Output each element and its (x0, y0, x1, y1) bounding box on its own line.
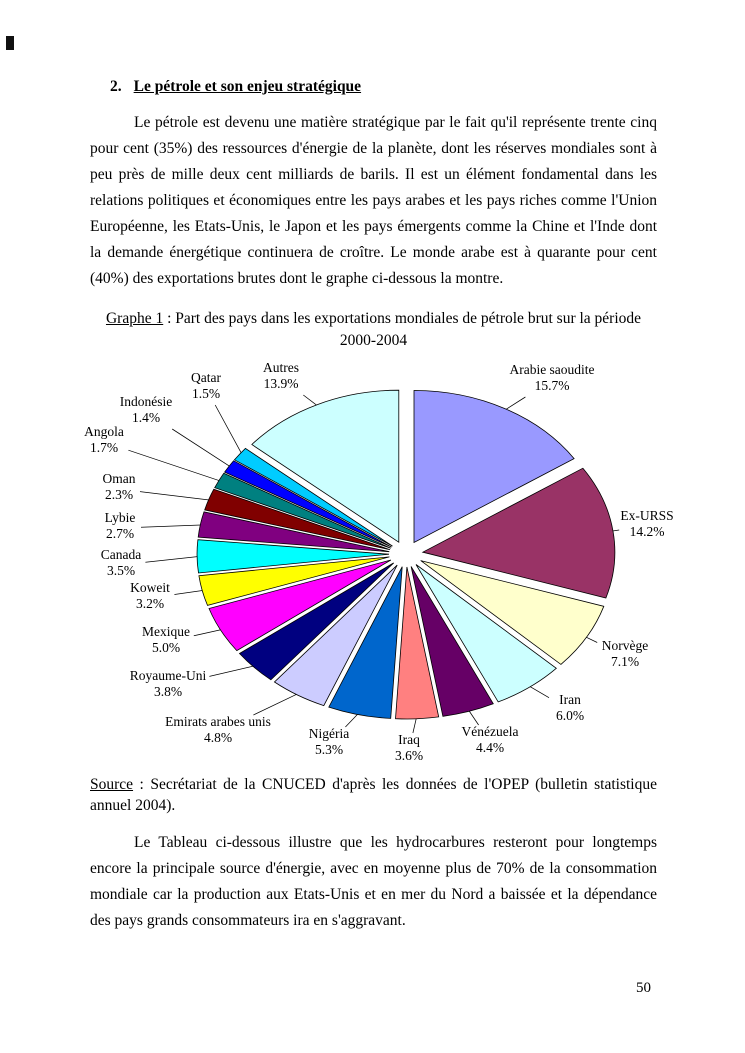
pie-label-venezuela: Vénézuela (462, 724, 519, 739)
pie-label-nigeria: Nigéria (309, 726, 349, 741)
pie-slice-canada (196, 539, 390, 574)
pie-slice-nigeria (328, 566, 403, 719)
pie-slice-arabie-saoudite (413, 390, 575, 544)
pie-slice-iraq (395, 566, 440, 720)
pie-label-autres: Autres (263, 360, 299, 375)
pie-value-qatar: 1.5% (192, 386, 220, 401)
paragraph-intro: Le pétrole est devenu une matière straté… (90, 114, 657, 287)
pie-leader-line-oman (139, 491, 213, 501)
page-number: 50 (636, 980, 651, 996)
pie-slice-indonesie (223, 460, 392, 548)
pie-value-arabie-saoudite: 15.7% (535, 378, 570, 393)
pie-slice-lybie (197, 511, 390, 553)
pie-label-oman: Oman (103, 471, 136, 486)
source-note: Source : Secrétariat de la CNUCED d'aprè… (90, 774, 657, 816)
paragraph-table-intro: Le Tableau ci-dessous illustre que les h… (90, 834, 657, 929)
pie-value-lybie: 2.7% (106, 526, 134, 541)
pie-label-iraq: Iraq (398, 732, 420, 747)
pie-leader-line-arabie-saoudite (502, 396, 526, 412)
pie-value-venezuela: 4.4% (476, 740, 504, 755)
pie-label-angola: Angola (84, 424, 124, 439)
pie-leader-line-indonesie (171, 428, 233, 469)
chart-caption-text: : Part des pays dans les exportations mo… (163, 310, 642, 349)
pie-leader-line-emirats-arabes-unis (253, 692, 301, 716)
pie-label-mexique: Mexique (142, 624, 190, 639)
pie-slice-royaume-uni (238, 562, 394, 681)
pie-leader-line-lybie (140, 524, 205, 528)
pie-value-indonesie: 1.4% (132, 410, 160, 425)
pie-value-iraq: 3.6% (395, 748, 423, 763)
scan-artifact-mark (6, 36, 14, 50)
pie-label-lybie: Lybie (105, 510, 136, 525)
pie-slice-iran (415, 564, 557, 703)
pie-leader-line-koweit (174, 589, 207, 595)
pie-label-iran: Iran (559, 692, 581, 707)
pie-leader-line-mexique (193, 628, 225, 637)
pie-value-royaume-uni: 3.8% (154, 684, 182, 699)
pie-slice-autres (251, 389, 400, 543)
pie-label-ex-urss: Ex-URSS (620, 508, 673, 523)
pie-label-qatar: Qatar (191, 370, 221, 385)
pie-value-angola: 1.7% (90, 440, 118, 455)
pie-slice-koweit (198, 556, 390, 606)
chart-caption-label: Graphe 1 (105, 310, 164, 327)
pie-slice-emirats-arabes-unis (273, 564, 398, 707)
source-label: Source (90, 776, 134, 793)
pie-slice-mexique (208, 559, 392, 652)
pie-value-nigeria: 5.3% (315, 742, 343, 757)
chart-caption: Graphe 1 : Part des pays dans les export… (90, 308, 657, 352)
source-text: : Secrétariat de la CNUCED d'après les d… (90, 776, 657, 814)
pie-value-mexique: 5.0% (152, 640, 180, 655)
pie-leader-line-canada (145, 555, 201, 563)
page-content: 2. Le pétrole et son enjeu stratégique Le… (84, 78, 674, 934)
pie-slice-oman (204, 488, 391, 551)
pie-slice-qatar (233, 447, 393, 547)
pie-value-emirats-arabes-unis: 4.8% (204, 730, 232, 745)
pie-value-iran: 6.0% (556, 708, 584, 723)
pie-label-canada: Canada (101, 547, 141, 562)
section-title: Le pétrole et son enjeu stratégique (133, 78, 362, 95)
pie-leader-line-qatar (214, 404, 244, 456)
pie-label-emirats-arabes-unis: Emirats arabes unis (165, 714, 271, 729)
pie-value-ex-urss: 14.2% (630, 524, 665, 539)
pie-slice-venezuela (410, 566, 494, 717)
pie-label-royaume-uni: Royaume-Uni (130, 668, 207, 683)
pie-slice-angola (214, 472, 391, 549)
pie-leader-line-angola (128, 449, 223, 483)
pie-chart: Arabie saoudite 15.7% Ex-URSS 14.2% Norvège 7… (78, 356, 678, 766)
pie-label-arabie-saoudite: Arabie saoudite (509, 362, 594, 377)
pie-value-canada: 3.5% (107, 563, 135, 578)
pie-leader-line-iran (526, 684, 550, 699)
pie-leader-line-royaume-uni (209, 664, 258, 677)
pie-slice-ex-urss (421, 467, 616, 599)
pie-value-koweit: 3.2% (136, 596, 164, 611)
pie-value-norvege: 7.1% (611, 654, 639, 669)
pie-label-indonesie: Indonésie (120, 394, 172, 409)
section-number: 2. (110, 78, 122, 95)
section-heading: 2. Le pétrole et son enjeu stratégique (110, 78, 657, 96)
pie-slice-norvege (420, 560, 605, 665)
pie-value-oman: 2.3% (105, 487, 133, 502)
pie-label-koweit: Koweit (130, 580, 170, 595)
pie-label-norvege: Norvège (602, 638, 648, 653)
pie-value-autres: 13.9% (264, 376, 299, 391)
